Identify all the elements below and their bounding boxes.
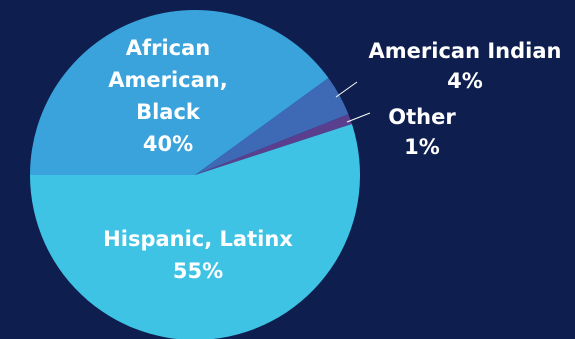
leader-lines [335, 81, 371, 123]
slice-value-american-indian: 4% [447, 69, 483, 93]
slice-name-line: African [126, 36, 211, 60]
slice-name-line: Hispanic, Latinx [103, 227, 293, 251]
slice-labels: African American, Black 40% American Indian 4… [103, 36, 561, 283]
slice-value-other: 1% [404, 135, 440, 159]
slice-name-line: American Indian [369, 39, 562, 63]
leader-line-other [346, 112, 371, 123]
slice-label-other: Other 1% [388, 105, 456, 159]
slice-value-hispanic-latinx: 55% [173, 259, 223, 283]
slice-name-line: Black [136, 100, 201, 124]
slice-name-line: Other [388, 105, 456, 129]
pie-slice-other [195, 114, 352, 175]
pie-slices [30, 10, 360, 339]
pie-slice-hispanic-latinx [30, 124, 360, 339]
slice-label-hispanic-latinx: Hispanic, Latinx 55% [103, 227, 293, 283]
slice-label-american-indian: American Indian 4% [369, 39, 562, 93]
slice-label-african-american-black: African American, Black 40% [108, 36, 227, 156]
leader-line-american-indian [335, 81, 358, 98]
pie-slice-african-american-black [30, 10, 329, 176]
pie-slice-american-indian [195, 78, 349, 175]
slice-value-african-american-black: 40% [143, 132, 193, 156]
slice-name-line: American, [108, 68, 227, 92]
